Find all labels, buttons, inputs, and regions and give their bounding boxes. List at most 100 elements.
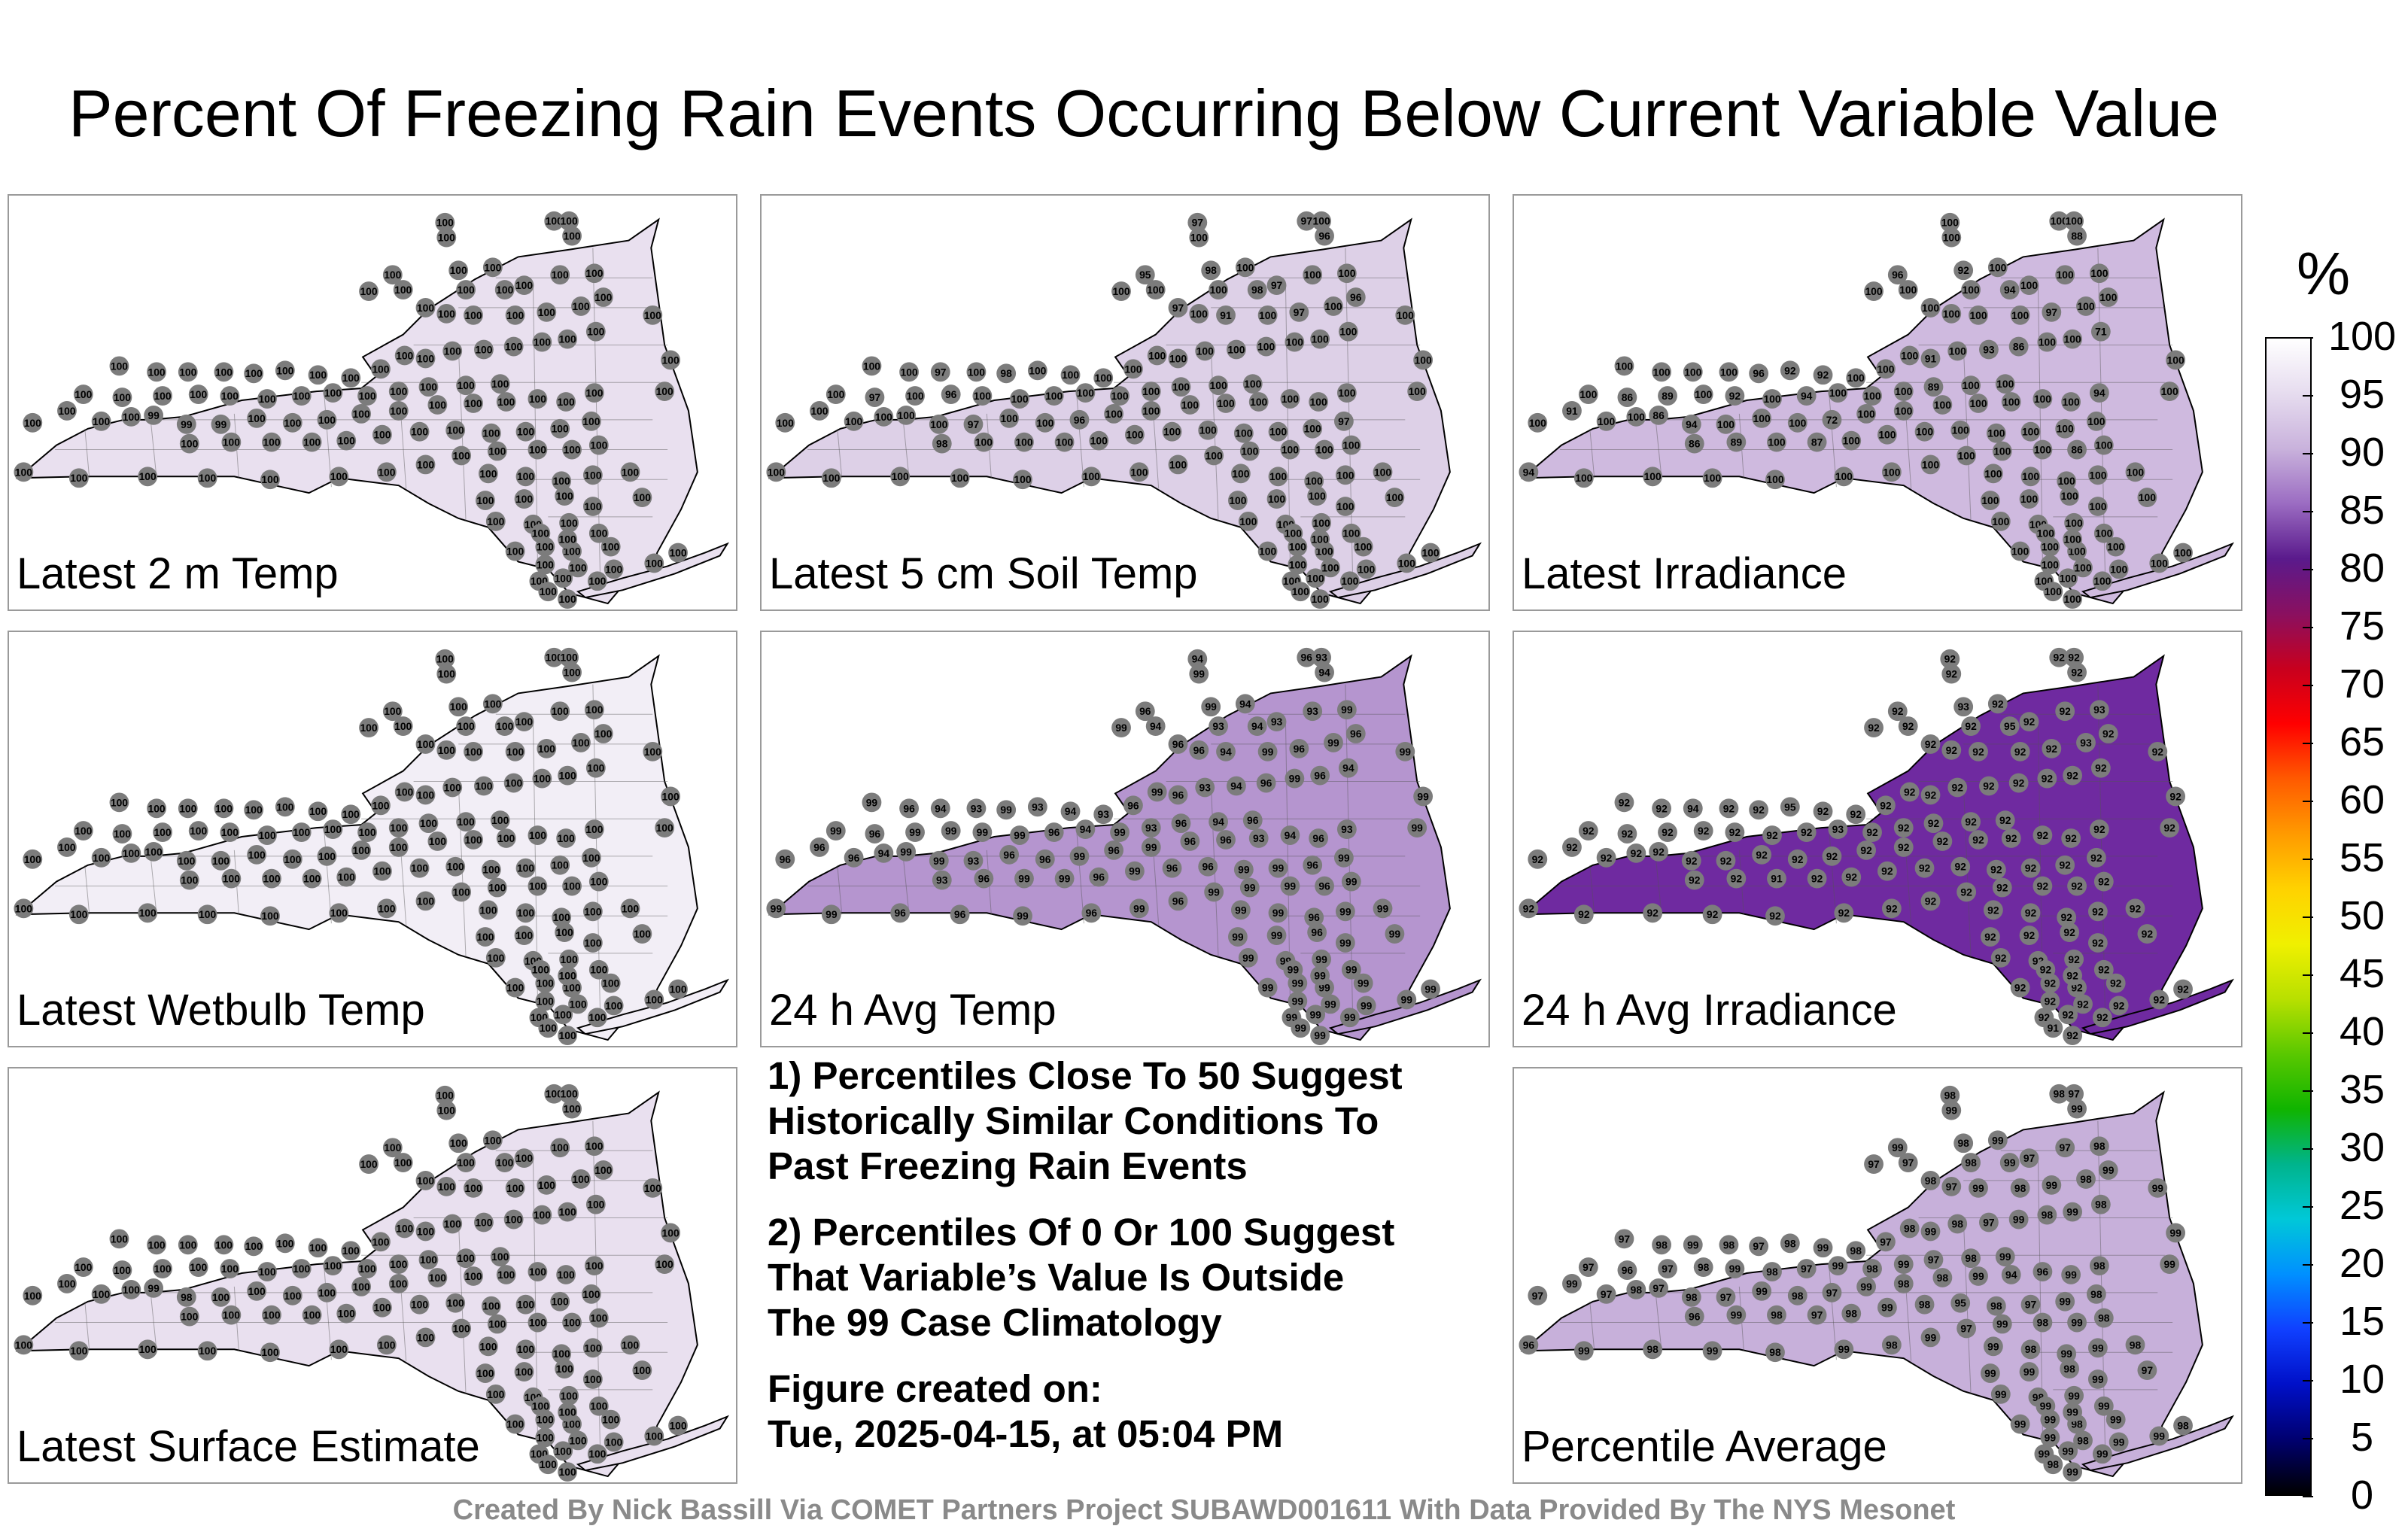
station-dot [415,348,436,369]
station-value: 100 [417,1331,434,1343]
station-marker: 100 [1787,412,1808,433]
station-dot [1060,801,1081,822]
station-marker: 100 [485,511,506,531]
station-value: 100 [1397,309,1414,321]
station-marker: 100 [2049,211,2069,231]
station-dot [1893,401,1914,421]
station-value: 100 [496,284,513,296]
station-value: 93 [1341,823,1353,835]
station-value: 100 [975,436,993,448]
station-dot [1652,1235,1671,1255]
station-marker: 100 [582,933,603,953]
station-marker: 100 [2010,541,2030,561]
station-marker: 100 [1652,362,1671,382]
station-dot [393,280,413,299]
station-value: 100 [429,835,446,847]
station-marker: 100 [1864,281,1884,301]
station-dot [1961,812,1981,832]
credit-line: Created By Nick Bassill Via COMET Partne… [452,1494,1956,1526]
station-value: 97 [1811,1309,1823,1321]
station-marker: 100 [562,1099,582,1119]
county-boundary [323,391,332,488]
station-dot [409,858,430,878]
station-value: 100 [2042,541,2059,553]
station-value: 96 [1139,705,1151,717]
station-marker: 92 [1941,740,1962,760]
station-value: 100 [590,1312,607,1324]
station-value: 87 [1811,436,1823,448]
station-dot [1947,341,1968,361]
station-value: 71 [2095,326,2107,338]
station-marker: 92 [2055,855,2075,875]
station-dot [376,1335,397,1355]
station-dot [585,758,606,778]
station-value: 92 [1838,907,1850,919]
station-dot [668,1415,688,1436]
station-value: 100 [1829,387,1847,399]
station-dot [568,994,588,1014]
station-value: 100 [1338,387,1355,399]
station-value: 98 [2130,1339,2142,1351]
station-value: 100 [2042,558,2059,570]
station-value: 100 [2127,466,2144,478]
station-marker: 100 [1312,512,1332,533]
station-value: 98 [2054,1088,2066,1100]
station-dot [1044,822,1064,842]
station-dot [496,392,516,412]
station-marker: 100 [448,697,469,717]
station-dot [1702,1341,1722,1361]
station-dot [1528,412,1548,433]
station-marker: 99 [1828,1256,1848,1275]
station-marker: 100 [1353,536,1373,557]
station-value: 92 [1996,881,2008,893]
station-dot [476,927,495,947]
station-value: 100 [70,472,87,484]
station-value: 96 [1318,880,1330,892]
station-value: 100 [558,832,575,844]
station-marker: 99 [1981,1363,2000,1383]
station-dot [2055,1291,2075,1312]
station-value: 98 [2042,1209,2054,1221]
station-marker: 100 [214,798,234,819]
station-marker: 98 [932,433,952,454]
station-marker: 100 [515,903,536,923]
station-value: 92 [1655,802,1668,814]
station-dot [178,798,198,819]
station-value: 99 [1731,1309,1743,1321]
station-marker: 100 [341,368,361,388]
station-dot [415,891,436,911]
station-dot [1726,432,1747,452]
station-value: 99 [2062,1445,2074,1457]
station-marker: 100 [357,1259,377,1278]
station-dot [481,859,501,880]
station-marker: 86 [1684,433,1704,454]
panel-label: Latest Irradiance [1522,549,1847,598]
county-boundary [902,419,910,479]
station-dot [1841,867,1862,887]
station-marker: 100 [1947,341,1968,361]
station-value: 100 [372,799,389,811]
station-dot [600,1409,621,1430]
station-value: 100 [1217,397,1234,409]
station-dot [1765,470,1785,490]
station-dot [2086,1284,2106,1304]
station-value: 98 [1631,1284,1643,1296]
station-dot [604,995,624,1016]
station-dot [1726,868,1747,889]
station-value: 99 [1324,998,1336,1010]
station-value: 100 [1315,444,1333,456]
station-marker: 100 [1180,395,1200,415]
station-dot [2019,926,2039,945]
station-dot [1413,350,1434,370]
station-value: 98 [1792,1290,1804,1302]
station-marker: 100 [1338,321,1358,342]
station-dot [382,1138,403,1158]
station-dot [604,1432,624,1452]
station-marker: 100 [582,1338,603,1358]
station-marker: 93 [1336,819,1357,839]
station-dot [2073,1430,2093,1451]
station-dot [550,1291,570,1312]
station-value: 94 [878,847,890,859]
station-dot [1189,227,1209,248]
station-marker: 92 [1981,927,2000,947]
